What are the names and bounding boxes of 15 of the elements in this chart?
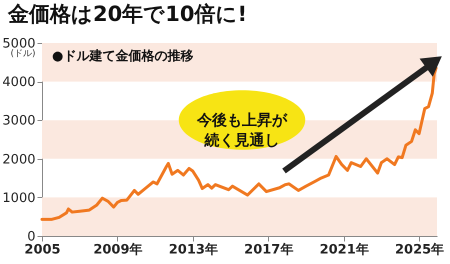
y-axis-title: (ドル) bbox=[10, 49, 36, 59]
x-tick-label: 2025年 bbox=[394, 242, 444, 258]
y-tick-label: 3000 bbox=[2, 114, 36, 129]
chart-subtitle: ●ドル建て金価格の推移 bbox=[52, 49, 194, 64]
y-tick-label: 4000 bbox=[2, 75, 36, 90]
x-tick-label: 2013年 bbox=[168, 242, 218, 258]
chart-title: 金価格は20年で10倍に! bbox=[7, 2, 248, 26]
y-tick-label: 2000 bbox=[2, 152, 36, 168]
y-tick-label: 1000 bbox=[2, 190, 36, 206]
x-tick-label: 2017年 bbox=[244, 242, 294, 258]
y-tick-label: 0 bbox=[27, 230, 36, 244]
x-tick-label: 2005 bbox=[24, 242, 61, 258]
x-tick-label: 2009年 bbox=[93, 242, 143, 258]
annotation: 今後も上昇が続く見通し bbox=[196, 111, 288, 149]
x-tick-label: 2021年 bbox=[320, 242, 369, 258]
